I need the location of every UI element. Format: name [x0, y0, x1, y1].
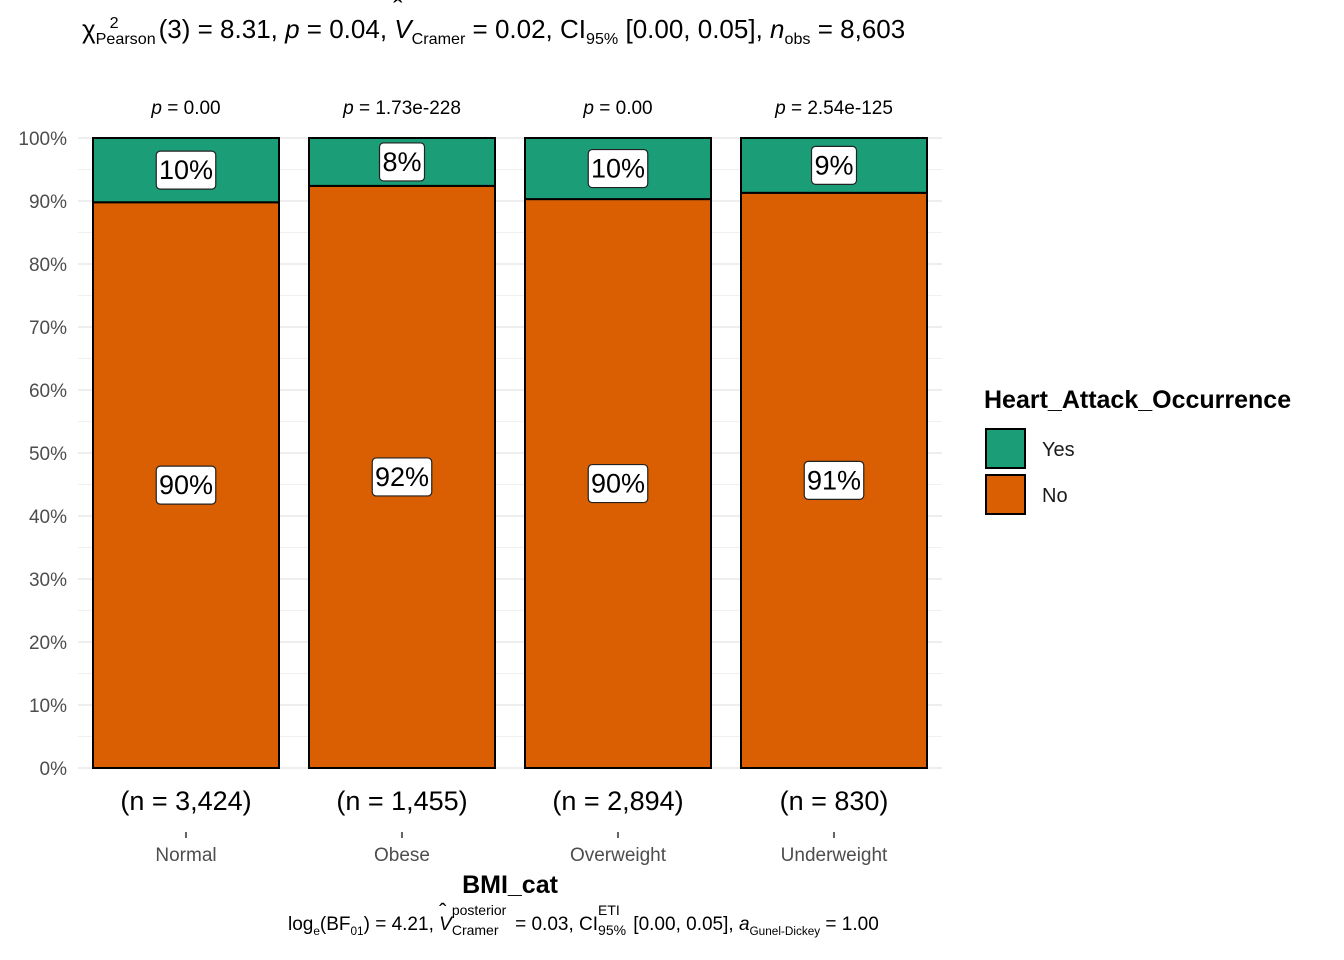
x-axis-title: BMI_cat [462, 871, 559, 899]
df-text: (3) = 8.31, [158, 14, 286, 44]
chi-sup: 2 [109, 14, 119, 33]
y-tick-label: 70% [29, 318, 67, 339]
p-label: p [285, 14, 300, 44]
ci-eti-sub: 95% [598, 922, 627, 938]
bf-val: ) = 4.21, [363, 914, 440, 935]
data-label-yes: 9% [814, 150, 853, 180]
data-label-yes: 10% [159, 155, 213, 185]
chi-symbol: χ [82, 14, 96, 44]
v-post-val: = 0.03, CI [509, 914, 599, 935]
data-label-yes-box [155, 150, 217, 190]
v-label: V [393, 0, 411, 45]
legend-label-no: No [1042, 485, 1068, 507]
data-label-yes-box [378, 142, 426, 182]
data-label-yes: 10% [591, 154, 645, 184]
legend-key-yes [985, 428, 1026, 469]
p-value-label: p = 1.73e-228 [342, 98, 461, 119]
data-label-no-box [155, 465, 217, 505]
v-sub: Cramer [411, 30, 466, 49]
chart-subtitle-stats: χPearson2 (3) = 8.31, p = 0.04, VCramer =… [82, 0, 906, 49]
v-post-sub: Cramer [451, 922, 499, 938]
p-value-label: p = 0.00 [582, 98, 652, 119]
log-sub: e [313, 924, 320, 938]
y-tick-label: 80% [29, 255, 67, 276]
count-label: (n = 3,424) [120, 786, 251, 816]
y-tick-label: 0% [40, 759, 68, 780]
data-label-no: 90% [159, 470, 213, 500]
data-label-no-box [587, 463, 649, 504]
y-tick-label: 40% [29, 507, 67, 528]
x-tick-label: Obese [374, 845, 430, 866]
x-tick-label: Normal [155, 845, 216, 866]
ci-text: [0.00, 0.05], [618, 14, 771, 44]
y-tick-label: 10% [29, 696, 67, 717]
p-value-label: p = 2.54e-125 [774, 98, 893, 119]
v-text: = 0.02, CI [465, 14, 586, 44]
y-tick-label: 30% [29, 570, 67, 591]
count-label: (n = 830) [780, 786, 889, 816]
count-label: (n = 1,455) [336, 786, 467, 816]
n-sub: obs [784, 30, 811, 49]
a-sub: Gunel-Dickey [749, 924, 821, 938]
data-label-yes-box [587, 148, 649, 189]
legend-title: Heart_Attack_Occurrence [984, 386, 1292, 414]
v-post-label: V [439, 899, 452, 936]
x-tick-label: Overweight [570, 845, 667, 866]
bf-text: (BF [319, 914, 351, 935]
a-val: = 1.00 [820, 914, 879, 935]
n-text: = 8,603 [810, 14, 906, 44]
v-post-sup: posterior [451, 902, 507, 918]
x-tick-label: Underweight [781, 845, 888, 866]
data-label-no: 92% [375, 462, 429, 492]
a-label: a [738, 914, 750, 935]
p-value-label: p = 0.00 [150, 98, 220, 119]
n-label: n [770, 14, 785, 44]
y-tick-label: 100% [18, 129, 67, 150]
y-tick-label: 60% [29, 381, 67, 402]
chi-sub: Pearson [95, 30, 156, 49]
data-label-no-box [371, 457, 433, 497]
ci-eti-sup: ETI [598, 902, 620, 918]
y-tick-label: 90% [29, 192, 67, 213]
y-tick-label: 20% [29, 633, 67, 654]
legend-label-yes: Yes [1042, 439, 1075, 461]
y-tick-label: 50% [29, 444, 67, 465]
log-text: log [288, 914, 314, 935]
count-label: (n = 2,894) [552, 786, 683, 816]
bf-sub: 01 [350, 924, 364, 938]
legend-key-no [985, 474, 1026, 515]
ci-sub: 95% [586, 30, 619, 49]
data-label-no: 91% [807, 465, 861, 495]
data-label-no-box [803, 460, 865, 501]
p-text: = 0.04, [299, 14, 395, 44]
data-label-yes-box [810, 145, 858, 186]
data-label-no: 90% [591, 469, 645, 499]
data-label-yes: 8% [382, 147, 421, 177]
ci-eti-val: [0.00, 0.05], [628, 914, 739, 935]
